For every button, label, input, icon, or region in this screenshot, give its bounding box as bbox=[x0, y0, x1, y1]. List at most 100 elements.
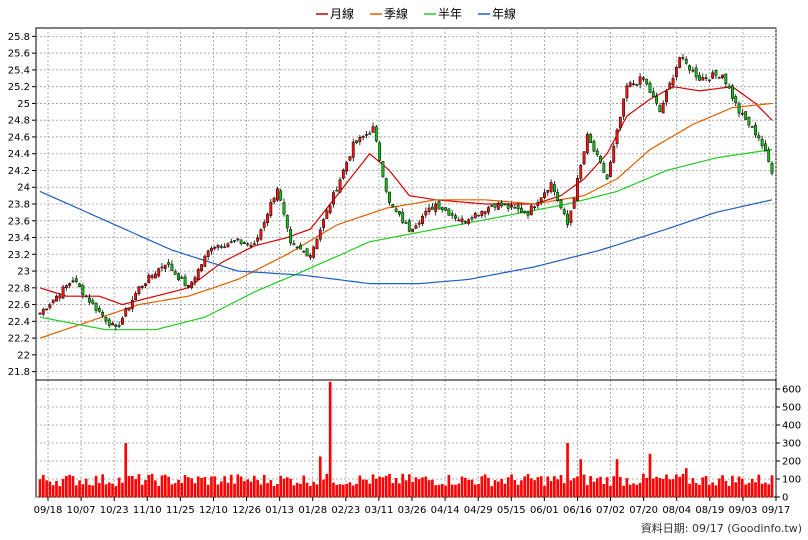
candle-body bbox=[88, 297, 91, 303]
volume-bar bbox=[553, 476, 556, 497]
volume-bar bbox=[404, 480, 408, 497]
candle-body bbox=[516, 205, 520, 210]
volume-bar bbox=[187, 477, 190, 497]
candle-body bbox=[760, 138, 764, 147]
volume-bar bbox=[312, 481, 316, 497]
candle-body bbox=[651, 91, 655, 97]
candle-body bbox=[97, 307, 101, 312]
candle-body bbox=[107, 319, 111, 326]
volume-bar bbox=[322, 479, 325, 497]
volume-bar bbox=[140, 484, 144, 497]
chart-legend: 月線 季線 半年 年線 bbox=[316, 6, 516, 21]
date-tick-label: 08/19 bbox=[695, 505, 724, 516]
volume-bar bbox=[605, 477, 609, 497]
candle-body bbox=[104, 317, 108, 322]
candle-body bbox=[721, 74, 724, 79]
volume-bar bbox=[757, 474, 761, 497]
volume-bar bbox=[546, 476, 550, 497]
candle-body bbox=[206, 250, 210, 257]
volume-bar bbox=[754, 482, 757, 497]
volume-bar bbox=[434, 485, 438, 497]
price-tick-label: 24.4 bbox=[8, 149, 30, 160]
legend-label: 月線 bbox=[330, 6, 354, 21]
volume-bar bbox=[239, 476, 243, 497]
volume-bar bbox=[533, 480, 536, 497]
candle-body bbox=[111, 322, 114, 326]
candle-body bbox=[299, 244, 302, 250]
candle-body bbox=[470, 217, 474, 220]
candle-body bbox=[711, 72, 715, 79]
volume-bar bbox=[496, 481, 500, 497]
candle-body bbox=[127, 307, 131, 311]
date-tick-label: 10/23 bbox=[100, 505, 129, 516]
volume-bar bbox=[450, 484, 454, 497]
candle-body bbox=[460, 218, 464, 223]
candle-body bbox=[444, 207, 447, 211]
volume-bar bbox=[292, 485, 296, 497]
price-tick-label: 22 bbox=[17, 350, 30, 361]
candle-body bbox=[74, 278, 78, 282]
candle-body bbox=[384, 178, 388, 192]
date-tick-label: 10/07 bbox=[67, 505, 96, 516]
volume-bar bbox=[173, 483, 177, 497]
volume-axis: 0 100 200 300 400 500 600 bbox=[776, 385, 801, 504]
candle-body bbox=[272, 197, 276, 203]
candle-body bbox=[632, 83, 635, 86]
volume-bar bbox=[747, 482, 751, 497]
legend-label: 半年 bbox=[438, 7, 462, 21]
candle-body bbox=[668, 82, 672, 90]
volume-tick-label: 400 bbox=[782, 421, 801, 432]
volume-bar bbox=[615, 459, 619, 497]
candle-body bbox=[602, 163, 606, 173]
candle-body bbox=[401, 212, 405, 223]
date-tick-label: 08/04 bbox=[662, 505, 691, 516]
price-tick-label: 24 bbox=[17, 183, 30, 194]
volume-bar bbox=[566, 443, 569, 497]
volume-bar bbox=[431, 479, 434, 497]
date-tick-label: 12/10 bbox=[199, 505, 228, 516]
candle-body bbox=[770, 163, 774, 174]
candle-body bbox=[562, 209, 566, 215]
candle-body bbox=[160, 266, 164, 269]
candle-body bbox=[114, 324, 118, 327]
date-tick-label: 03/11 bbox=[364, 505, 393, 516]
candle-body bbox=[493, 203, 497, 208]
legend-label: 年線 bbox=[492, 6, 516, 21]
volume-bar bbox=[681, 473, 685, 497]
candle-body bbox=[328, 205, 332, 213]
volume-bar bbox=[767, 484, 771, 497]
candle-body bbox=[622, 98, 626, 117]
candle-body bbox=[612, 145, 616, 163]
candle-body bbox=[216, 244, 220, 248]
candle-body bbox=[747, 117, 751, 126]
ma-line-year bbox=[39, 190, 773, 285]
volume-bar bbox=[490, 486, 494, 497]
volume-bar bbox=[595, 478, 599, 497]
candle-body bbox=[440, 207, 444, 210]
volume-bar bbox=[421, 477, 424, 497]
volume-bar bbox=[45, 480, 48, 497]
volume-bar bbox=[724, 480, 728, 497]
price-tick-label: 24.8 bbox=[8, 116, 30, 127]
volume-bar bbox=[401, 473, 405, 497]
candle-body bbox=[529, 205, 533, 216]
candle-body bbox=[569, 210, 573, 223]
candle-body bbox=[513, 207, 517, 209]
volume-bar bbox=[464, 477, 467, 497]
volume-bar bbox=[427, 480, 431, 497]
candle-body bbox=[519, 207, 523, 213]
price-tick-label: 24.2 bbox=[8, 166, 30, 177]
volume-tick-label: 600 bbox=[782, 385, 801, 396]
volume-bar bbox=[365, 479, 368, 497]
candle-body bbox=[361, 136, 365, 138]
volume-bar bbox=[457, 483, 461, 497]
price-tick-label: 22.6 bbox=[8, 300, 30, 311]
candle-body bbox=[391, 203, 395, 208]
date-tick-label: 04/29 bbox=[464, 505, 493, 516]
volume-bar bbox=[711, 482, 714, 497]
legend-label: 季線 bbox=[384, 6, 408, 21]
price-grid bbox=[35, 27, 777, 497]
candle-body bbox=[526, 211, 530, 216]
candle-body bbox=[147, 274, 151, 284]
